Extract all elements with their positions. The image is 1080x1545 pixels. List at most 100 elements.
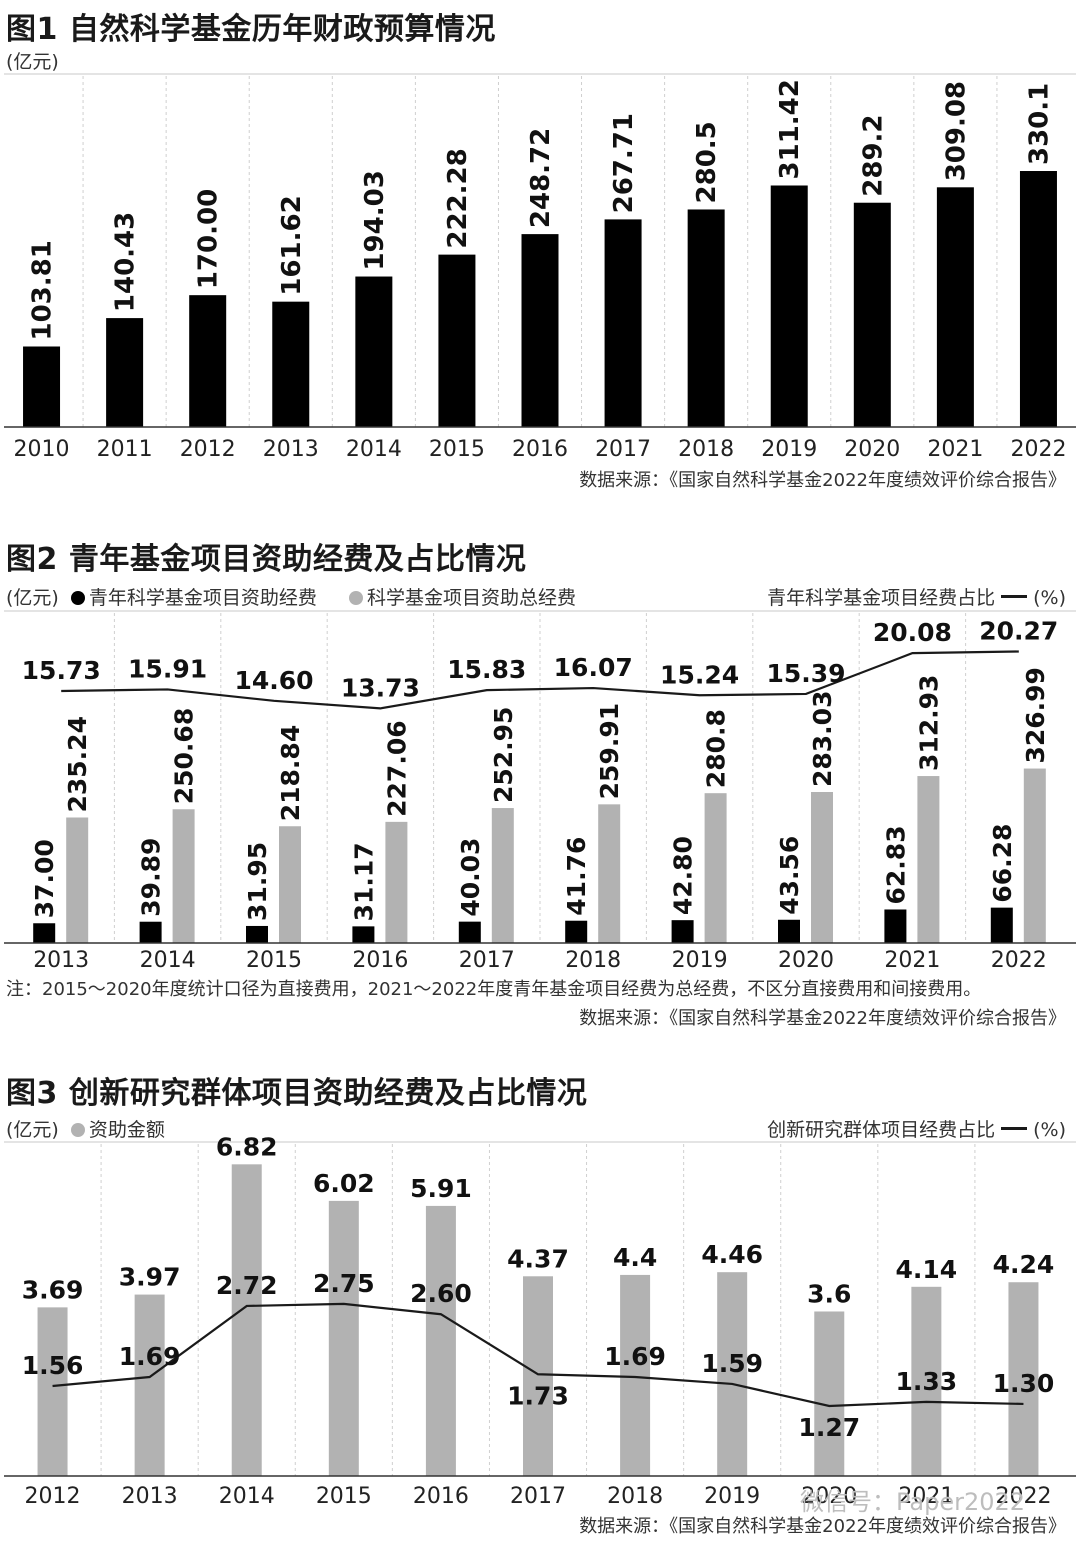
fig3-bar [231,1164,262,1476]
fig2-bar-total [491,808,514,943]
fig1-bar-label: 248.72 [526,128,556,228]
fig3-x-tick-label: 2012 [25,1484,81,1509]
fig2-bar-total-label: 259.91 [595,703,624,799]
fig3-x-tick-label: 2014 [219,1484,275,1509]
fig2-share-label: 15.39 [766,659,845,688]
fig1-chart: 103.81 2010 140.43 2011 170.00 2012 161.62 2013… [4,73,1076,462]
fig2-bar-total-label: 218.84 [276,725,305,821]
fig1-bar [936,187,974,427]
fig1-bar [438,254,476,427]
fig2-share-label: 20.27 [979,617,1058,646]
fig2-line-unit: (%) [1033,587,1066,609]
fig3-bar-label: 4.14 [896,1255,958,1284]
fig2-note: 注：2015～2020年度统计口径为直接费用，2021～2022年度青年基金项目… [6,979,982,1000]
fig2-share-label: 16.07 [554,653,633,682]
fig3-legend: (亿元) 资助金额 [6,1115,165,1142]
fig3-bar-label: 6.02 [313,1169,375,1198]
fig3-bar [328,1200,359,1476]
fig3-x-tick-label: 2013 [122,1484,178,1509]
fig2-x-tick-label: 2016 [352,948,408,973]
fig2-bar-total-label: 250.68 [170,708,199,804]
fig1-bar-label: 194.03 [360,170,390,270]
fig2-x-tick-label: 2014 [140,948,196,973]
fig1-bar-label: 309.08 [941,81,971,181]
watermark: 微信号：Paper2022 [800,1488,1026,1516]
fig3-bar [814,1311,845,1476]
fig1-x-tick-label: 2021 [927,437,983,462]
fig3-bar-label: 4.46 [701,1240,763,1269]
fig2-bar-youth [33,923,56,943]
fig1-bar [355,276,393,427]
fig2-x-tick-label: 2022 [991,948,1047,973]
fig2-bar-total [66,817,89,943]
fig2-bar-total [704,793,727,943]
fig3-bar [523,1276,553,1476]
fig2-title: 图2 青年基金项目资助经费及占比情况 [6,542,527,577]
fig3-share-label: 1.69 [119,1342,181,1371]
fig3-share-label: 1.56 [22,1351,84,1380]
fig2-bar-youth-label: 31.95 [243,842,272,921]
fig2-bar-youth-label: 37.00 [30,839,59,918]
fig1-x-tick-label: 2010 [14,437,70,462]
fig3-bar-label: 3.6 [807,1279,851,1308]
fig2-bar-total [1023,768,1046,943]
fig2-line-legend-label: 青年科学基金项目经费占比 [767,587,996,609]
fig1-x-tick-label: 2019 [761,437,817,462]
fig3-share-label: 2.75 [313,1269,375,1298]
fig1-x-tick-label: 2014 [346,437,402,462]
fig2-x-tick-label: 2015 [246,948,302,973]
fig3-x-tick-label: 2017 [510,1484,566,1509]
fig1-x-tick-label: 2017 [595,437,651,462]
fig2-share-label: 15.83 [447,655,526,684]
fig2-share-label: 20.08 [873,618,952,647]
fig2-x-tick-label: 2017 [459,948,515,973]
fig2-bar-total-label: 326.99 [1021,667,1050,763]
fig2-share-label: 15.73 [22,656,101,685]
fig2-bar-total [598,804,621,943]
fig1-bar-label: 289.2 [858,114,888,196]
fig3-x-tick-label: 2015 [316,1484,372,1509]
fig3-bar-label: 3.97 [119,1263,181,1292]
fig2-x-tick-label: 2020 [778,948,834,973]
fig2-x-tick-label: 2019 [672,948,728,973]
fig1-bar-label: 311.42 [775,79,805,179]
fig2-legend: (亿元) 青年科学基金项目资助经费 科学基金项目资助总经费 [6,583,576,610]
fig3-legend-gray: 资助金额 [88,1119,165,1141]
fig3-bar [1008,1282,1039,1476]
fig2-bar-total-label: 252.95 [489,707,518,803]
fig1-bar-label: 267.71 [609,113,639,213]
fig2-bar-total-label: 227.06 [382,720,411,816]
fig3-x-tick-label: 2019 [704,1484,760,1509]
fig1-bar-label: 161.62 [277,195,307,295]
fig3-title: 图3 创新研究群体项目资助经费及占比情况 [6,1076,588,1111]
fig2-bar-youth [884,909,907,943]
fig3-unit-label: (亿元) [6,1119,59,1141]
fig3-x-tick-label: 2022 [995,1484,1051,1509]
fig1-bar-label: 222.28 [443,148,473,248]
fig3-share-label: 1.73 [507,1381,569,1410]
fig3-share-label: 1.27 [798,1413,860,1442]
fig2-bar-total-label: 312.93 [914,675,943,771]
fig3-bar [911,1286,942,1476]
fig3-share-label: 1.59 [701,1349,763,1378]
fig2-x-tick-label: 2018 [565,948,621,973]
fig1-bar [1019,171,1057,427]
fig1-x-tick-label: 2020 [844,437,900,462]
fig3-source: 数据来源：《国家自然科学基金2022年度绩效评价综合报告》 [579,1516,1066,1537]
fig1-x-tick-label: 2011 [97,437,153,462]
fig1-x-tick-label: 2016 [512,437,568,462]
fig2-legend-gray: 科学基金项目资助总经费 [366,587,576,609]
fig2-line-legend: 青年科学基金项目经费占比 (%) [767,583,1066,610]
fig2-bar-youth-label: 66.28 [988,824,1017,903]
fig1-bar [853,202,891,427]
fig3-share-label: 2.60 [410,1279,472,1308]
fig2-bar-total [279,826,301,943]
fig2-bar-youth-label: 39.89 [137,838,166,917]
fig2-bar-youth-label: 43.56 [775,836,804,915]
legend-gray-dot-icon [348,591,363,605]
fig2-bar-youth-label: 31.17 [349,842,378,921]
fig3-bar-label: 4.4 [613,1243,657,1272]
fig2-bar-youth-label: 62.83 [881,825,910,904]
fig1-x-tick-label: 2015 [429,437,485,462]
